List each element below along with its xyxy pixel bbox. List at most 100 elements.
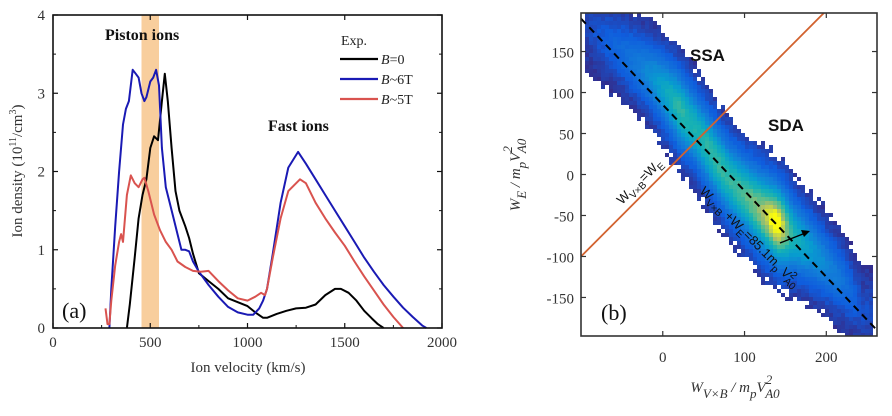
heatmap-cell — [745, 137, 749, 141]
heatmap-cell — [681, 165, 685, 169]
heatmap-cell — [793, 213, 797, 217]
heatmap-cell — [729, 205, 733, 209]
heatmap-cell — [753, 153, 757, 157]
heatmap-cell — [701, 165, 705, 169]
heatmap-cell — [661, 113, 665, 117]
heatmap-cell — [849, 309, 853, 313]
heatmap-cell — [669, 45, 673, 49]
heatmap-cell — [621, 73, 625, 77]
heatmap-cell — [733, 229, 737, 233]
heatmap-cell — [797, 225, 801, 229]
heatmap-cell — [753, 217, 757, 221]
heatmap-cell — [693, 61, 697, 65]
heatmap-cell — [613, 77, 617, 81]
heatmap-cell — [593, 45, 597, 49]
heatmap-cell — [597, 41, 601, 45]
heatmap-cell — [737, 185, 741, 189]
heatmap-cell — [629, 17, 633, 21]
heatmap-cell — [697, 197, 701, 201]
heatmap-cell — [745, 177, 749, 181]
heatmap-cell — [613, 69, 617, 73]
heatmap-cell — [621, 77, 625, 81]
heatmap-cell — [717, 121, 721, 125]
heatmap-cell — [609, 69, 613, 73]
heatmap-cell — [849, 317, 853, 321]
heatmap-cell — [601, 29, 605, 33]
heatmap-cell — [737, 173, 741, 177]
heatmap-cell — [805, 249, 809, 253]
x-tick-label: 500 — [139, 335, 162, 351]
heatmap-cell — [693, 81, 697, 85]
heatmap-cell — [849, 313, 853, 317]
heatmap-cell — [761, 229, 765, 233]
heatmap-cell — [785, 221, 789, 225]
heatmap-cell — [645, 17, 649, 21]
heatmap-cell — [733, 141, 737, 145]
heatmap-cell — [617, 45, 621, 49]
heatmap-cell — [793, 249, 797, 253]
heatmap-cell — [785, 189, 789, 193]
heatmap-cell — [777, 253, 781, 257]
heatmap-cell — [725, 225, 729, 229]
heatmap-cell — [629, 53, 633, 57]
heatmap-cell — [829, 273, 833, 277]
heatmap-cell — [653, 29, 657, 33]
heatmap-cell — [673, 45, 677, 49]
fit-line-dashed — [581, 17, 877, 331]
heatmap-cell — [649, 109, 653, 113]
heatmap-cell — [749, 233, 753, 237]
heatmap-cell — [685, 157, 689, 161]
heatmap-cell — [865, 281, 869, 285]
heatmap-cell — [673, 97, 677, 101]
heatmap-cell — [633, 85, 637, 89]
heatmap-cell — [613, 25, 617, 29]
heatmap-cell — [677, 121, 681, 125]
series-line-b-5t — [104, 174, 404, 329]
arrow-head-icon — [801, 230, 810, 237]
heatmap-cell — [725, 121, 729, 125]
heatmap-cell — [725, 153, 729, 157]
heatmap-cell — [701, 177, 705, 181]
heatmap-cell — [825, 229, 829, 233]
heatmap-cell — [741, 137, 745, 141]
heatmap-cell — [649, 45, 653, 49]
heatmap-cell — [773, 273, 777, 277]
heatmap-cell — [781, 217, 785, 221]
heatmap-cell — [717, 221, 721, 225]
heatmap-cell — [853, 281, 857, 285]
heatmap-cell — [633, 61, 637, 65]
heatmap-cell — [817, 289, 821, 293]
heatmap-cell — [785, 281, 789, 285]
heatmap-cell — [717, 173, 721, 177]
y-tick-label: 4 — [38, 8, 46, 24]
heatmap-cell — [813, 233, 817, 237]
x-tick-label: 0 — [49, 335, 57, 351]
heatmap-cell — [685, 89, 689, 93]
heatmap-cell — [861, 333, 865, 336]
heatmap-cell — [681, 65, 685, 69]
heatmap-cell — [777, 229, 781, 233]
heatmap-cell — [681, 121, 685, 125]
heatmap-cell — [617, 77, 621, 81]
heatmap-cell — [793, 277, 797, 281]
y-tick-label: 1 — [38, 243, 46, 259]
heatmap-cell — [813, 289, 817, 293]
heatmap-cell — [805, 289, 809, 293]
heatmap-cell — [809, 249, 813, 253]
heatmap-cell — [777, 269, 781, 273]
heatmap-cell — [781, 225, 785, 229]
heatmap-cell — [637, 37, 641, 41]
heatmap-cell — [817, 245, 821, 249]
heatmap-cell — [801, 297, 805, 301]
heatmap-cell — [781, 169, 785, 173]
heatmap-cell — [833, 309, 837, 313]
heatmap-cell — [745, 185, 749, 189]
heatmap-cell — [849, 329, 853, 333]
heatmap-cell — [625, 41, 629, 45]
heatmap-cell — [817, 225, 821, 229]
y-tick-label: 150 — [552, 46, 575, 62]
heatmap-cell — [637, 69, 641, 73]
heatmap-cell — [701, 129, 705, 133]
heatmap-cell — [833, 245, 837, 249]
heatmap-cell — [809, 237, 813, 241]
